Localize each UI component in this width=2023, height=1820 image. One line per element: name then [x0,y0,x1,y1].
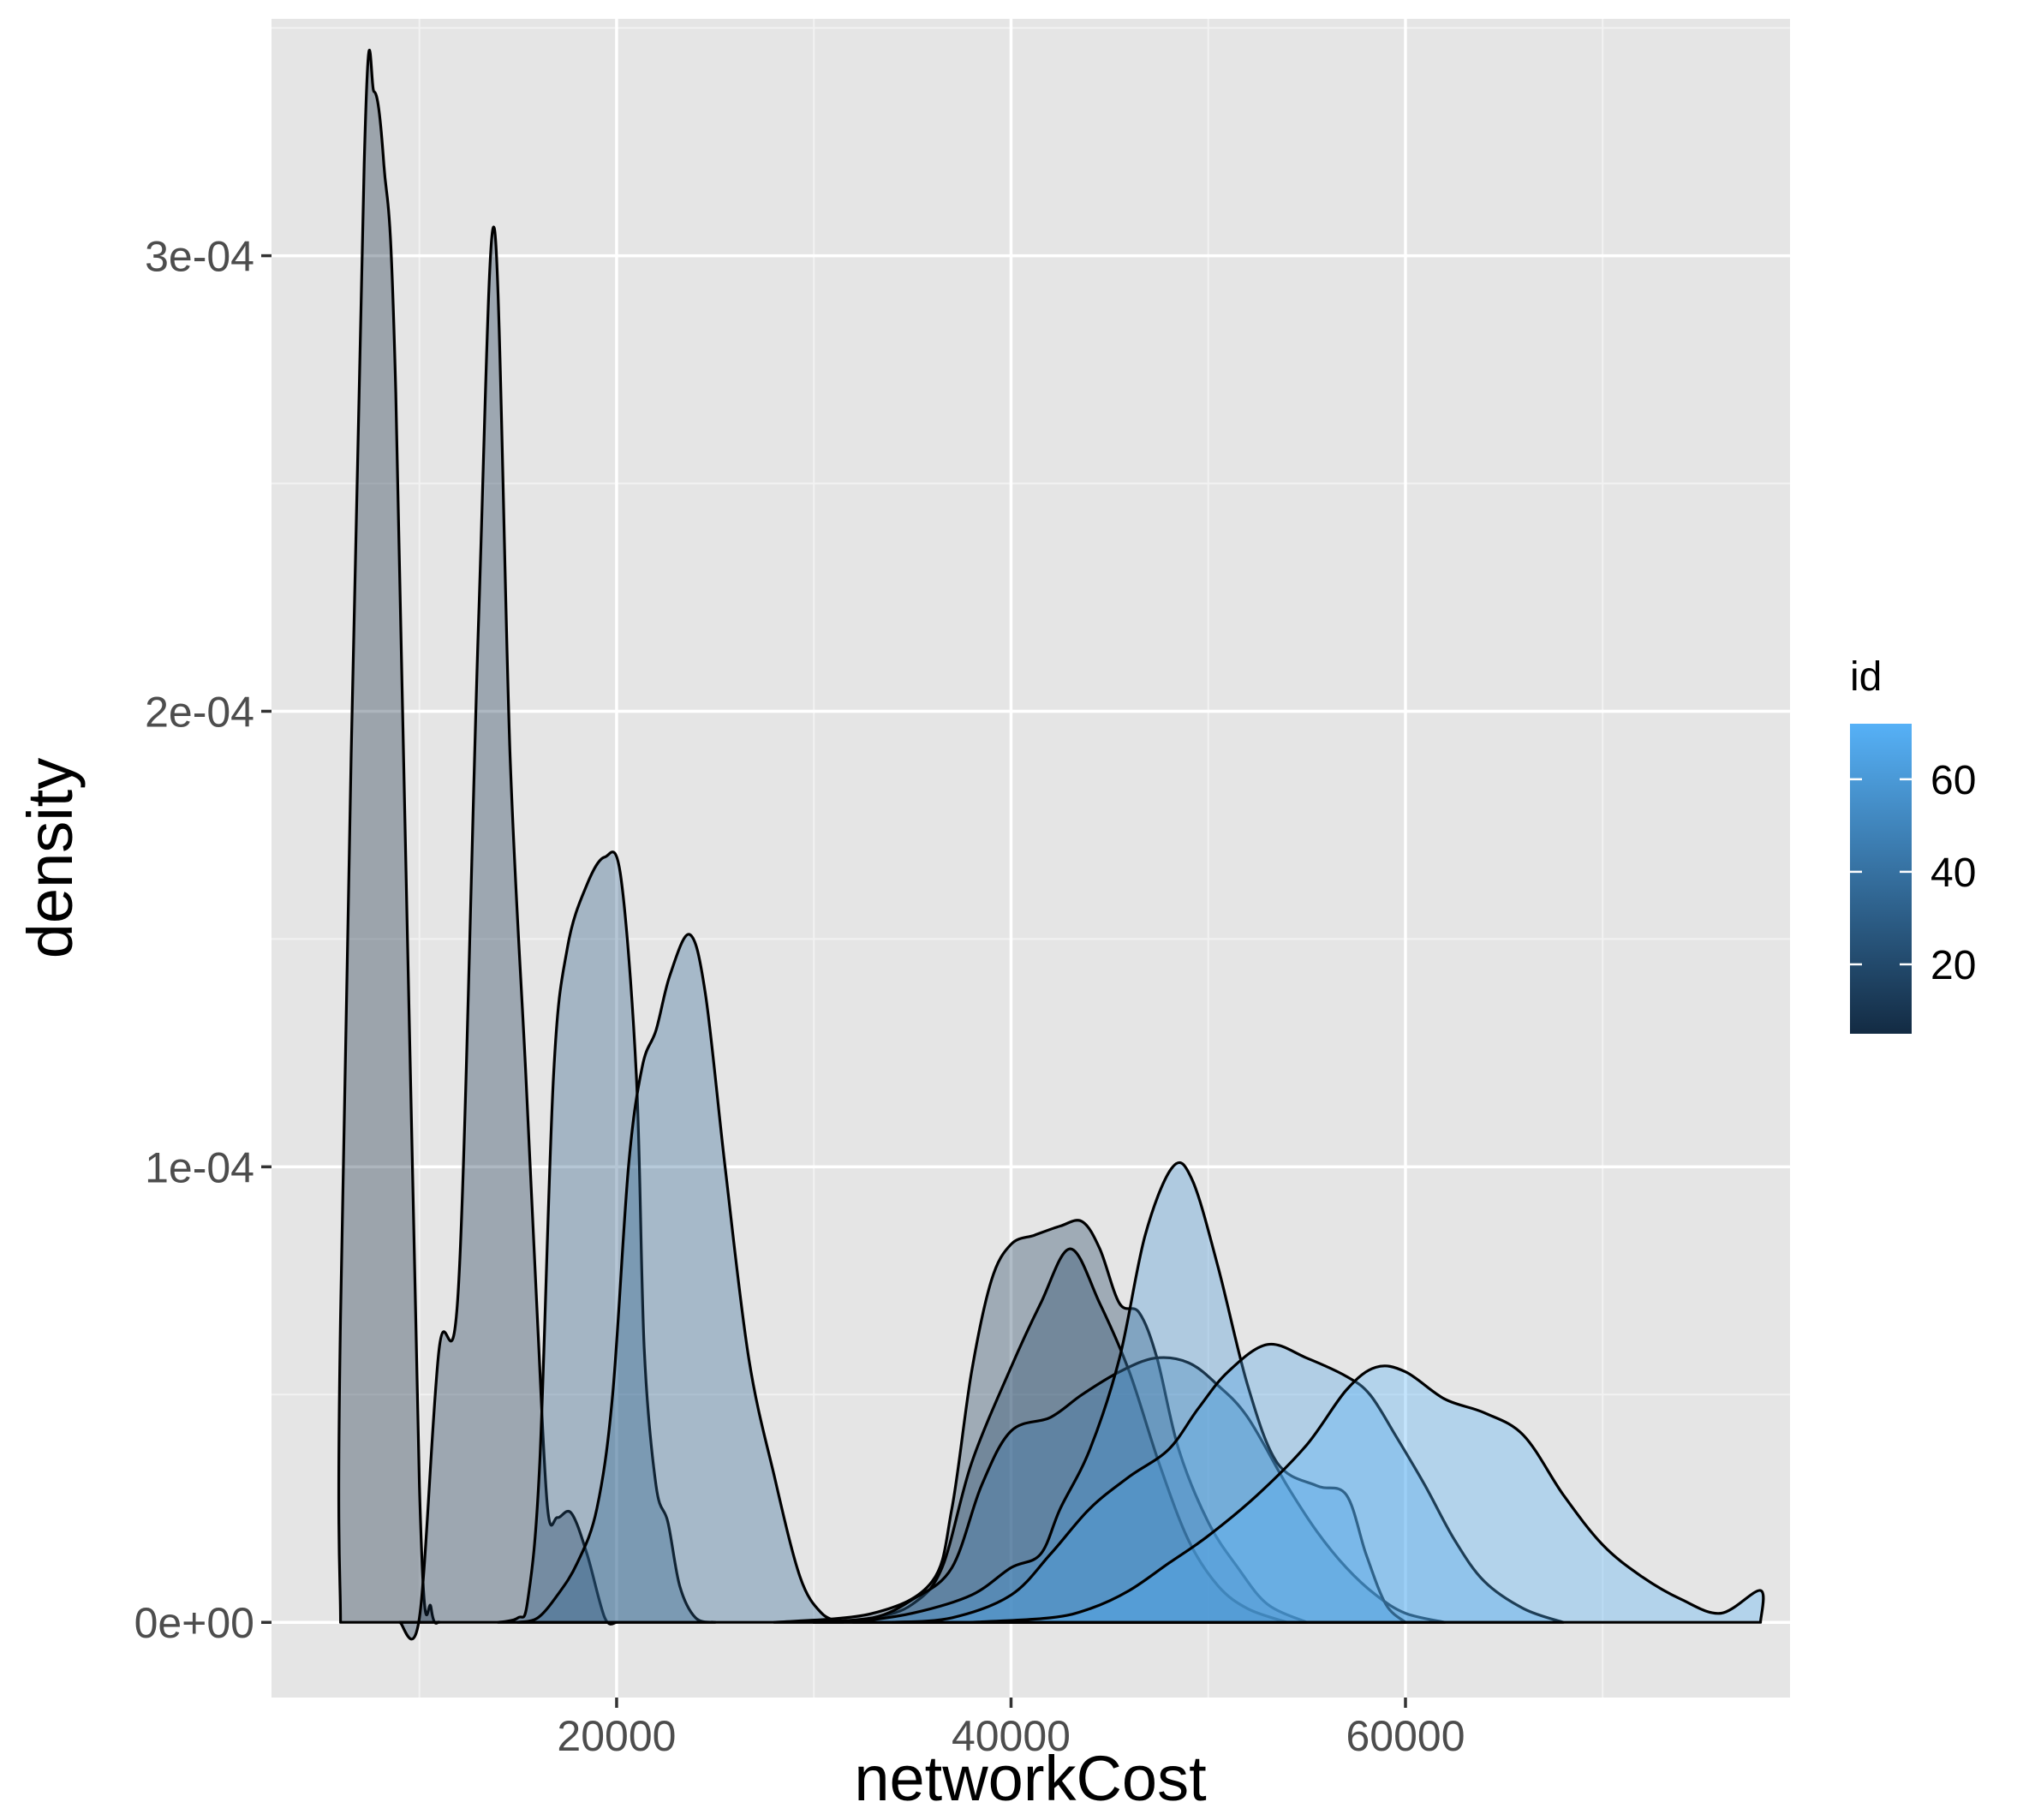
y-tick-label: 0e+00 [134,1599,254,1647]
legend-break-label: 60 [1931,758,1976,803]
y-axis-title: density [15,758,86,958]
plot-panel [272,19,1790,1698]
legend: id 20 40 60 [1850,654,1976,1034]
density-area-id-65 [891,1342,1565,1624]
legend-colorbar [1850,724,1912,1034]
y-axis: 0e+00 1e-04 2e-04 3e-04 [134,233,272,1647]
density-area-id-10 [398,225,618,1641]
density-area-id-5 [337,49,441,1625]
density-area-id-30 [497,850,717,1624]
y-tick-label: 3e-04 [145,233,254,281]
x-axis-title: networkCost [854,1743,1207,1814]
legend-ticks: 20 40 60 [1850,758,1976,988]
grid-minor [272,19,1790,1698]
legend-break-label: 40 [1931,850,1976,896]
y-tick-label: 1e-04 [145,1143,254,1191]
x-tick-label: 20000 [557,1712,676,1760]
x-tick-label: 60000 [1346,1712,1465,1760]
x-tick-label: 40000 [952,1712,1071,1760]
x-axis: 20000 40000 60000 [557,1698,1465,1760]
density-area-id-72 [970,1364,1765,1624]
density-area-id-45 [812,1356,1447,1624]
legend-break-label: 20 [1931,943,1976,988]
y-tick-label: 2e-04 [145,688,254,736]
density-area-id-35 [516,933,845,1624]
legend-title: id [1850,654,1882,700]
density-series [337,49,1765,1641]
density-area-id-60 [851,1161,1407,1624]
